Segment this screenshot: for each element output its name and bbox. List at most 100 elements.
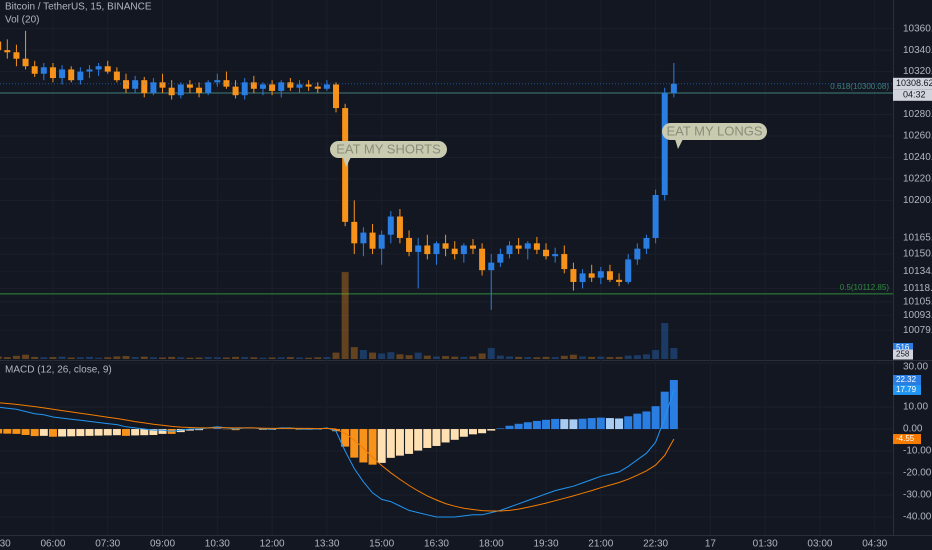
volume-bar [442,356,450,359]
histogram-bar [30,429,39,437]
annotation-bubble [330,141,447,158]
volume-bar [460,356,468,359]
candle-body [168,87,175,96]
x-tick-label: 10:30 [205,539,230,550]
histogram-bar [532,420,541,430]
histogram-bar [3,429,12,434]
candle-body [77,71,84,81]
histogram-bar [368,429,377,465]
histogram-bar [58,429,67,437]
x-tick-label: 07:30 [95,539,120,550]
candle-body [670,83,677,94]
volume-bar [195,357,203,359]
candle-body [132,80,139,89]
candle-body [141,80,148,94]
histogram-bar [21,429,30,435]
candle-body [278,82,285,91]
volume-bar [533,357,541,359]
price-tag-label: 10308.62 [896,78,932,88]
candle-body [223,80,230,87]
histogram-bar [48,429,57,437]
volume-bar [432,356,440,359]
x-tick-label: 04:30 [0,539,11,550]
candle-body [533,243,540,250]
volume-bar [159,357,167,359]
histogram-bar [341,429,350,447]
grid [0,0,893,535]
volume-bar [12,355,20,359]
annotation-pointer [343,157,351,167]
volume-bar [451,356,459,359]
candle-body [314,86,321,89]
volume-bar [140,356,148,359]
volume-bar [259,357,267,359]
volume-bar [95,357,103,359]
candle-body [360,232,367,244]
histogram-bar [542,419,551,430]
candle-body [150,82,157,94]
volume-bar [213,357,221,359]
x-tick-label: 15:00 [369,539,394,550]
histogram-bar [432,429,441,446]
candle-body [205,82,212,94]
volume-bar [104,357,112,359]
candle-body [159,82,166,88]
volume-bar [579,356,587,359]
volume-bar [670,348,678,359]
volume-tag [893,343,913,354]
candle-body [524,243,531,249]
histogram-bar [332,429,341,432]
y-tick-label: 10.00 [903,402,928,413]
y-tick-label: 0.00 [903,424,923,435]
candle-body [634,248,641,260]
volume-bar [232,356,240,359]
candle-body [95,66,102,70]
histogram-bar [85,429,94,436]
volume-bar [76,357,84,359]
volume-bar [597,356,605,359]
candle-body [606,271,613,280]
candle-body [323,84,330,89]
y-tick-label: 10200.00 [903,195,932,206]
y-tick-label: 30.00 [903,362,928,373]
candle-body [4,50,11,53]
x-tick-label: 17 [705,539,717,550]
candle-body [269,84,276,91]
candle-body [460,245,467,255]
volume-bar [85,356,93,359]
x-tick-label: 22:30 [643,539,668,550]
histogram-bar [405,429,414,454]
candle-body [506,245,513,255]
countdown-label: 04:32 [903,90,926,100]
histogram-bar [624,416,633,430]
volume-bar [286,357,294,359]
candle-body [597,271,604,278]
histogram-bar [76,429,85,437]
x-tick-label: 21:00 [588,539,613,550]
histogram-bar [158,429,167,434]
signal-tag [893,434,921,445]
candle-body [232,86,239,96]
y-tick-label: 10280.00 [903,109,932,120]
volume-bar [49,357,57,359]
volume-bar [487,347,495,359]
volume-bar [423,355,431,359]
histogram-tag [893,374,921,385]
histogram-bar [551,418,560,430]
y-tick-label: 10320.00 [903,66,932,77]
histogram-bar [505,425,514,430]
candle-body [387,216,394,235]
histogram-bar [414,429,423,451]
candle-body [661,93,668,196]
candle-body [479,248,486,271]
x-tick-label: 13:30 [314,539,339,550]
x-tick-label: 12:00 [260,539,285,550]
y-tick-label: 10118.00 [903,283,932,294]
histogram-bar [350,429,359,458]
volume-bar [241,357,249,359]
histogram-bar [642,411,651,430]
volume-bar [0,356,2,359]
histogram-bar [569,419,578,430]
